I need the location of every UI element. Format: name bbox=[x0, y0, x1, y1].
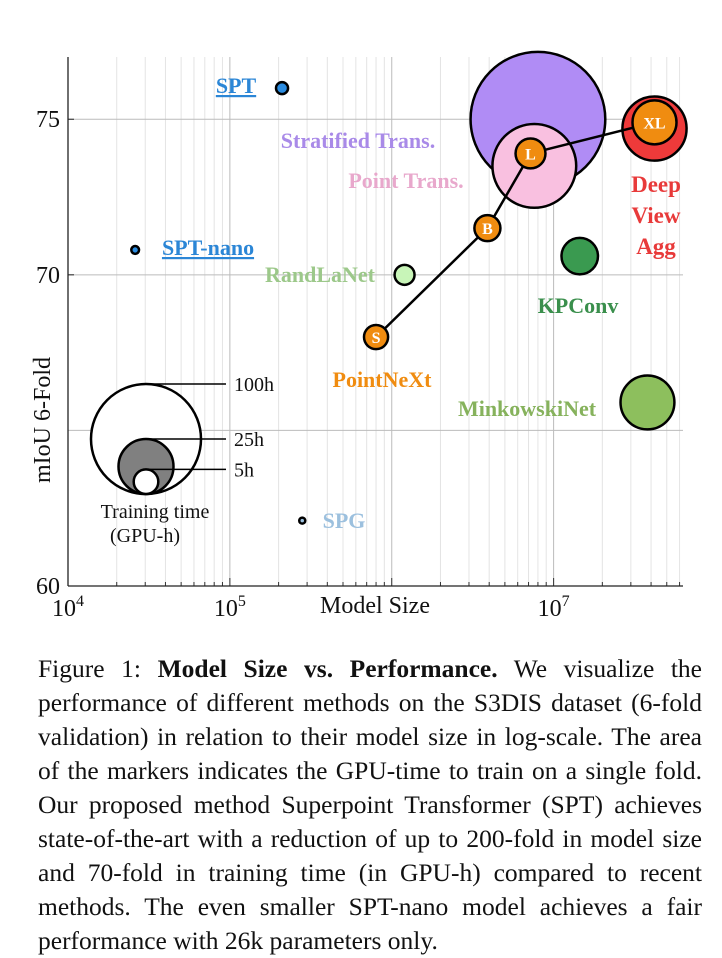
legend-size-label: 100h bbox=[234, 374, 274, 396]
label-kpconv: KPConv bbox=[538, 293, 619, 318]
caption-text: We visualize the performance of differen… bbox=[38, 654, 703, 955]
marker-minkowskinet bbox=[619, 374, 676, 431]
y-axis-label: mIoU 6-Fold bbox=[30, 357, 56, 483]
legend-size-label: 5h bbox=[234, 459, 254, 481]
label-spt-nano: SPT-nano bbox=[162, 235, 254, 260]
label-pointnext: PointNeXt bbox=[333, 367, 433, 392]
label-spg: SPG bbox=[323, 508, 366, 533]
chart: 60 70 75 104 105 107 Model Size mIoU 6-Fold Stra… bbox=[30, 50, 688, 622]
caption-bold: Model Size vs. Performance. bbox=[157, 654, 498, 683]
y-tick-label: 70 bbox=[36, 263, 60, 289]
caption-prefix: Figure 1: bbox=[38, 654, 158, 683]
pointnext-variant-label: B bbox=[482, 221, 493, 238]
marker-spt-nano bbox=[130, 244, 141, 256]
figure-caption: Figure 1: Model Size vs. Performance. We… bbox=[38, 652, 702, 958]
x-tick-label: 105 bbox=[214, 593, 246, 622]
label-minkowskinet: MinkowskiNet bbox=[458, 396, 597, 421]
marker-spg bbox=[297, 516, 307, 525]
y-tick-label: 60 bbox=[36, 574, 60, 600]
label-stratified-trans-: Stratified Trans. bbox=[281, 128, 435, 153]
legend-circle-5h bbox=[132, 468, 160, 496]
marker-spt bbox=[274, 80, 290, 96]
marker-randlanet bbox=[393, 263, 416, 287]
pointnext-variant-label: L bbox=[525, 146, 536, 163]
legend-title: Training time bbox=[101, 501, 210, 523]
x-axis-label: Model Size bbox=[320, 593, 430, 619]
pointnext-marker-s bbox=[362, 323, 390, 351]
pointnext-line bbox=[375, 121, 655, 338]
pointnext-marker-b bbox=[473, 213, 502, 243]
legend-size-label: 25h bbox=[234, 429, 264, 451]
x-tick-label: 107 bbox=[538, 593, 570, 622]
x-tick-label: 104 bbox=[52, 593, 84, 622]
pointnext-marker-l bbox=[514, 137, 547, 170]
label-deep-view-agg: Deep bbox=[631, 172, 681, 197]
pointnext-marker-xl bbox=[631, 99, 678, 146]
pointnext-variant-label: S bbox=[372, 330, 381, 347]
label-point-trans-: Point Trans. bbox=[348, 168, 463, 193]
label-deep-view-agg: View bbox=[632, 203, 681, 228]
label-randlanet: RandLaNet bbox=[265, 262, 376, 287]
label-deep-view-agg: Agg bbox=[636, 234, 676, 259]
label-spt: SPT bbox=[216, 73, 257, 98]
y-tick-label: 75 bbox=[36, 107, 60, 133]
pointnext-variant-label: XL bbox=[643, 115, 665, 132]
marker-kpconv bbox=[560, 236, 600, 276]
legend-subtitle: (GPU-h) bbox=[110, 525, 180, 547]
